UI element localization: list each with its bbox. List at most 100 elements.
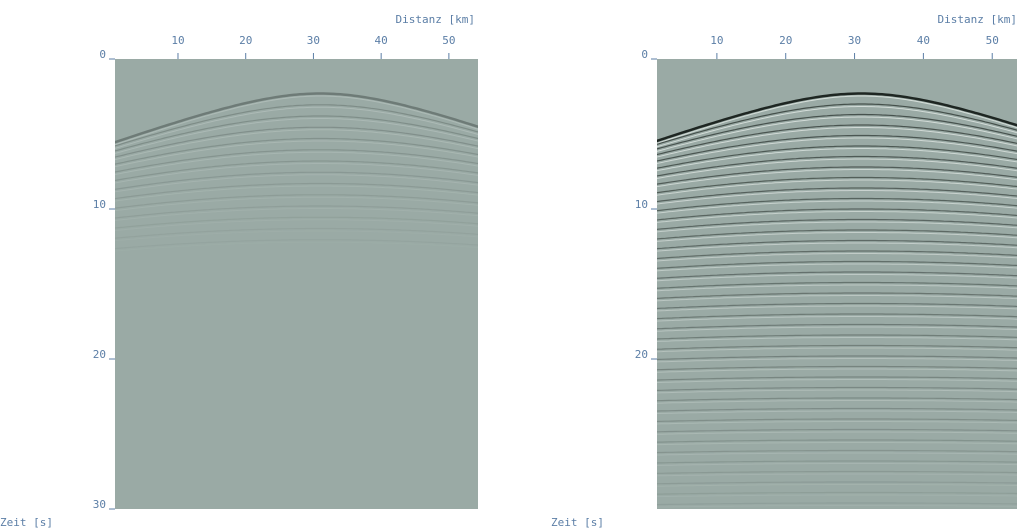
- reflection-dark: [657, 124, 1017, 156]
- reflection-light: [115, 230, 478, 242]
- y-tick-label: 10: [635, 198, 648, 211]
- seismic-section: [657, 92, 1017, 508]
- reflection-dark: [115, 126, 478, 158]
- x-tick-label: 10: [171, 34, 184, 47]
- reflection-dark: [657, 376, 1017, 381]
- reflection-dark: [657, 470, 1017, 474]
- reflection-light: [657, 284, 1017, 292]
- reflection-dark: [115, 92, 478, 144]
- reflection-light: [657, 253, 1017, 262]
- reflection-dark: [657, 134, 1017, 162]
- reflection-dark: [115, 194, 478, 209]
- reflection-light: [657, 421, 1017, 425]
- reflection-light: [657, 127, 1017, 158]
- reflection-light: [657, 484, 1017, 487]
- reflection-light: [657, 242, 1017, 252]
- reflection-light: [657, 295, 1017, 302]
- x-tick-label: 10: [710, 34, 723, 47]
- reflection-light: [657, 169, 1017, 188]
- reflection-light: [657, 358, 1017, 363]
- reflection-dark: [657, 103, 1017, 145]
- reflection-light: [115, 219, 478, 232]
- reflection-dark: [657, 113, 1017, 150]
- reflection-light: [657, 368, 1017, 373]
- reflection-dark: [657, 145, 1017, 169]
- reflection-dark: [657, 323, 1017, 330]
- reflection-dark: [657, 491, 1017, 495]
- reflection-dark: [657, 166, 1017, 185]
- reflection-dark: [657, 92, 1017, 143]
- reflection-dark: [657, 239, 1017, 250]
- reflection-light: [657, 274, 1017, 282]
- reflection-light: [657, 326, 1017, 332]
- reflection-light: [657, 95, 1017, 144]
- reflection-dark: [657, 449, 1017, 454]
- reflection-light: [657, 190, 1017, 205]
- reflection-light: [657, 431, 1017, 435]
- y-tick-label: 20: [93, 348, 106, 361]
- reflection-light: [657, 263, 1017, 272]
- reflection-dark: [657, 334, 1017, 340]
- y-axis-label: Zeit [s]: [0, 516, 53, 529]
- reflection-dark: [657, 365, 1017, 371]
- x-axis-label: Distanz [km]: [938, 13, 1017, 26]
- reflection-light: [657, 158, 1017, 179]
- reflection-light: [115, 118, 478, 154]
- reflection-light: [115, 95, 478, 146]
- reflection-dark: [657, 250, 1017, 260]
- reflection-dark: [657, 386, 1017, 391]
- reflection-dark: [657, 155, 1017, 177]
- reflection-light: [657, 232, 1017, 242]
- reflection-light: [657, 410, 1017, 415]
- reflection-dark: [657, 481, 1017, 485]
- reflection-light: [115, 196, 478, 212]
- reflection-light: [115, 151, 478, 176]
- reflection-dark: [657, 197, 1017, 212]
- reflection-light: [657, 473, 1017, 477]
- reflection-light: [657, 389, 1017, 394]
- reflection-light: [115, 163, 478, 184]
- reflection-dark: [657, 397, 1017, 402]
- reflection-light: [657, 148, 1017, 172]
- x-tick-label: 30: [307, 34, 320, 47]
- y-tick-label: 0: [99, 48, 106, 61]
- reflection-dark: [657, 439, 1017, 443]
- reflection-light: [115, 185, 478, 202]
- reflection-dark: [115, 137, 478, 165]
- reflection-light: [657, 316, 1017, 322]
- reflection-dark: [115, 216, 478, 229]
- reflection-dark: [657, 355, 1017, 361]
- reflection-dark: [657, 187, 1017, 203]
- reflection-dark: [657, 208, 1017, 221]
- reflection-light: [657, 463, 1017, 466]
- section-background: [115, 59, 478, 509]
- reflection-light: [115, 129, 478, 161]
- reflection-dark: [657, 176, 1017, 194]
- reflection-light: [657, 452, 1017, 456]
- reflection-light: [657, 106, 1017, 148]
- reflection-light: [657, 442, 1017, 446]
- reflection-dark: [115, 171, 478, 190]
- x-tick-label: 30: [848, 34, 861, 47]
- reflection-dark: [115, 104, 478, 147]
- reflection-dark: [657, 502, 1017, 506]
- reflection-dark: [657, 428, 1017, 433]
- reflection-dark: [115, 182, 478, 200]
- reflection-light: [657, 379, 1017, 384]
- reflection-dark: [657, 418, 1017, 423]
- reflection-dark: [657, 229, 1017, 240]
- reflection-dark: [657, 302, 1017, 310]
- x-tick-label: 50: [442, 34, 455, 47]
- reflection-light: [657, 200, 1017, 214]
- reflection-light: [657, 337, 1017, 342]
- reflection-dark: [115, 227, 478, 239]
- reflection-light: [657, 221, 1017, 233]
- reflection-dark: [115, 160, 478, 182]
- reflection-light: [115, 174, 478, 193]
- x-axis-label: Distanz [km]: [396, 13, 475, 26]
- reflection-dark: [657, 292, 1017, 299]
- reflection-light: [115, 208, 478, 222]
- reflection-dark: [657, 218, 1017, 230]
- reflection-light: [115, 140, 478, 168]
